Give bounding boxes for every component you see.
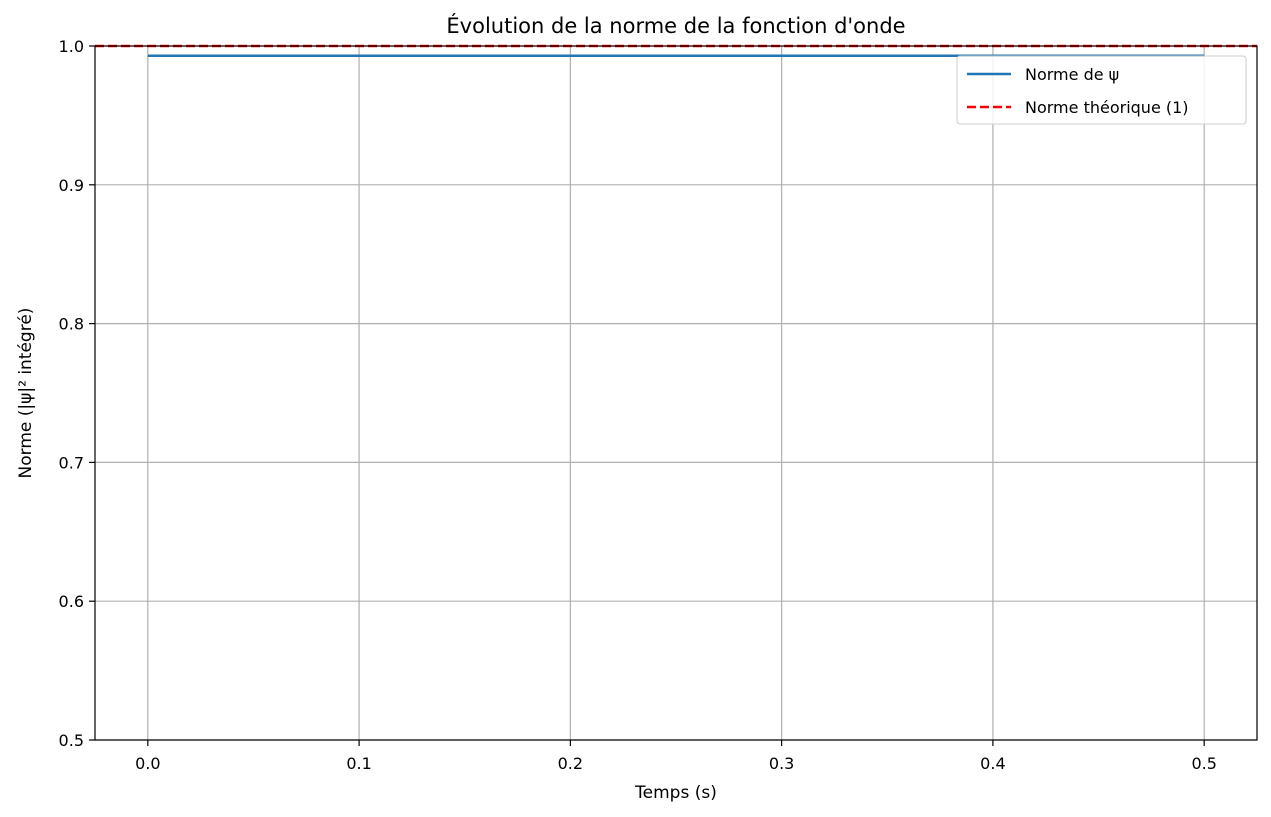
y-tick-label: 1.0 [59, 37, 84, 56]
y-tick-label: 0.7 [59, 453, 84, 472]
y-axis-label: Norme (|ψ|² intégré) [16, 308, 36, 479]
legend-label-norme-psi: Norme de ψ [1025, 65, 1119, 84]
y-tick-label: 0.9 [59, 176, 84, 195]
chart-title: Évolution de la norme de la fonction d'o… [446, 13, 905, 38]
legend: Norme de ψ Norme théorique (1) [956, 55, 1247, 125]
y-tick-label: 0.5 [59, 731, 84, 750]
x-axis-label: Temps (s) [634, 783, 717, 803]
x-tick-label: 0.4 [980, 754, 1005, 773]
y-tick-label: 0.6 [59, 592, 84, 611]
legend-label-norme-theorique: Norme théorique (1) [1025, 98, 1189, 117]
x-tick-label: 0.1 [346, 754, 371, 773]
legend-box [956, 55, 1247, 125]
plot-frame [94, 45, 1258, 741]
ticks: 0.0 0.1 0.2 0.3 0.4 0.5 0.5 0.6 0.7 0.8 0.9 1.0 [59, 37, 1217, 773]
x-tick-label: 0.3 [769, 754, 794, 773]
x-tick-label: 0.5 [1191, 754, 1216, 773]
x-tick-label: 0.2 [558, 754, 583, 773]
y-tick-label: 0.8 [59, 315, 84, 334]
x-tick-label: 0.0 [135, 754, 160, 773]
